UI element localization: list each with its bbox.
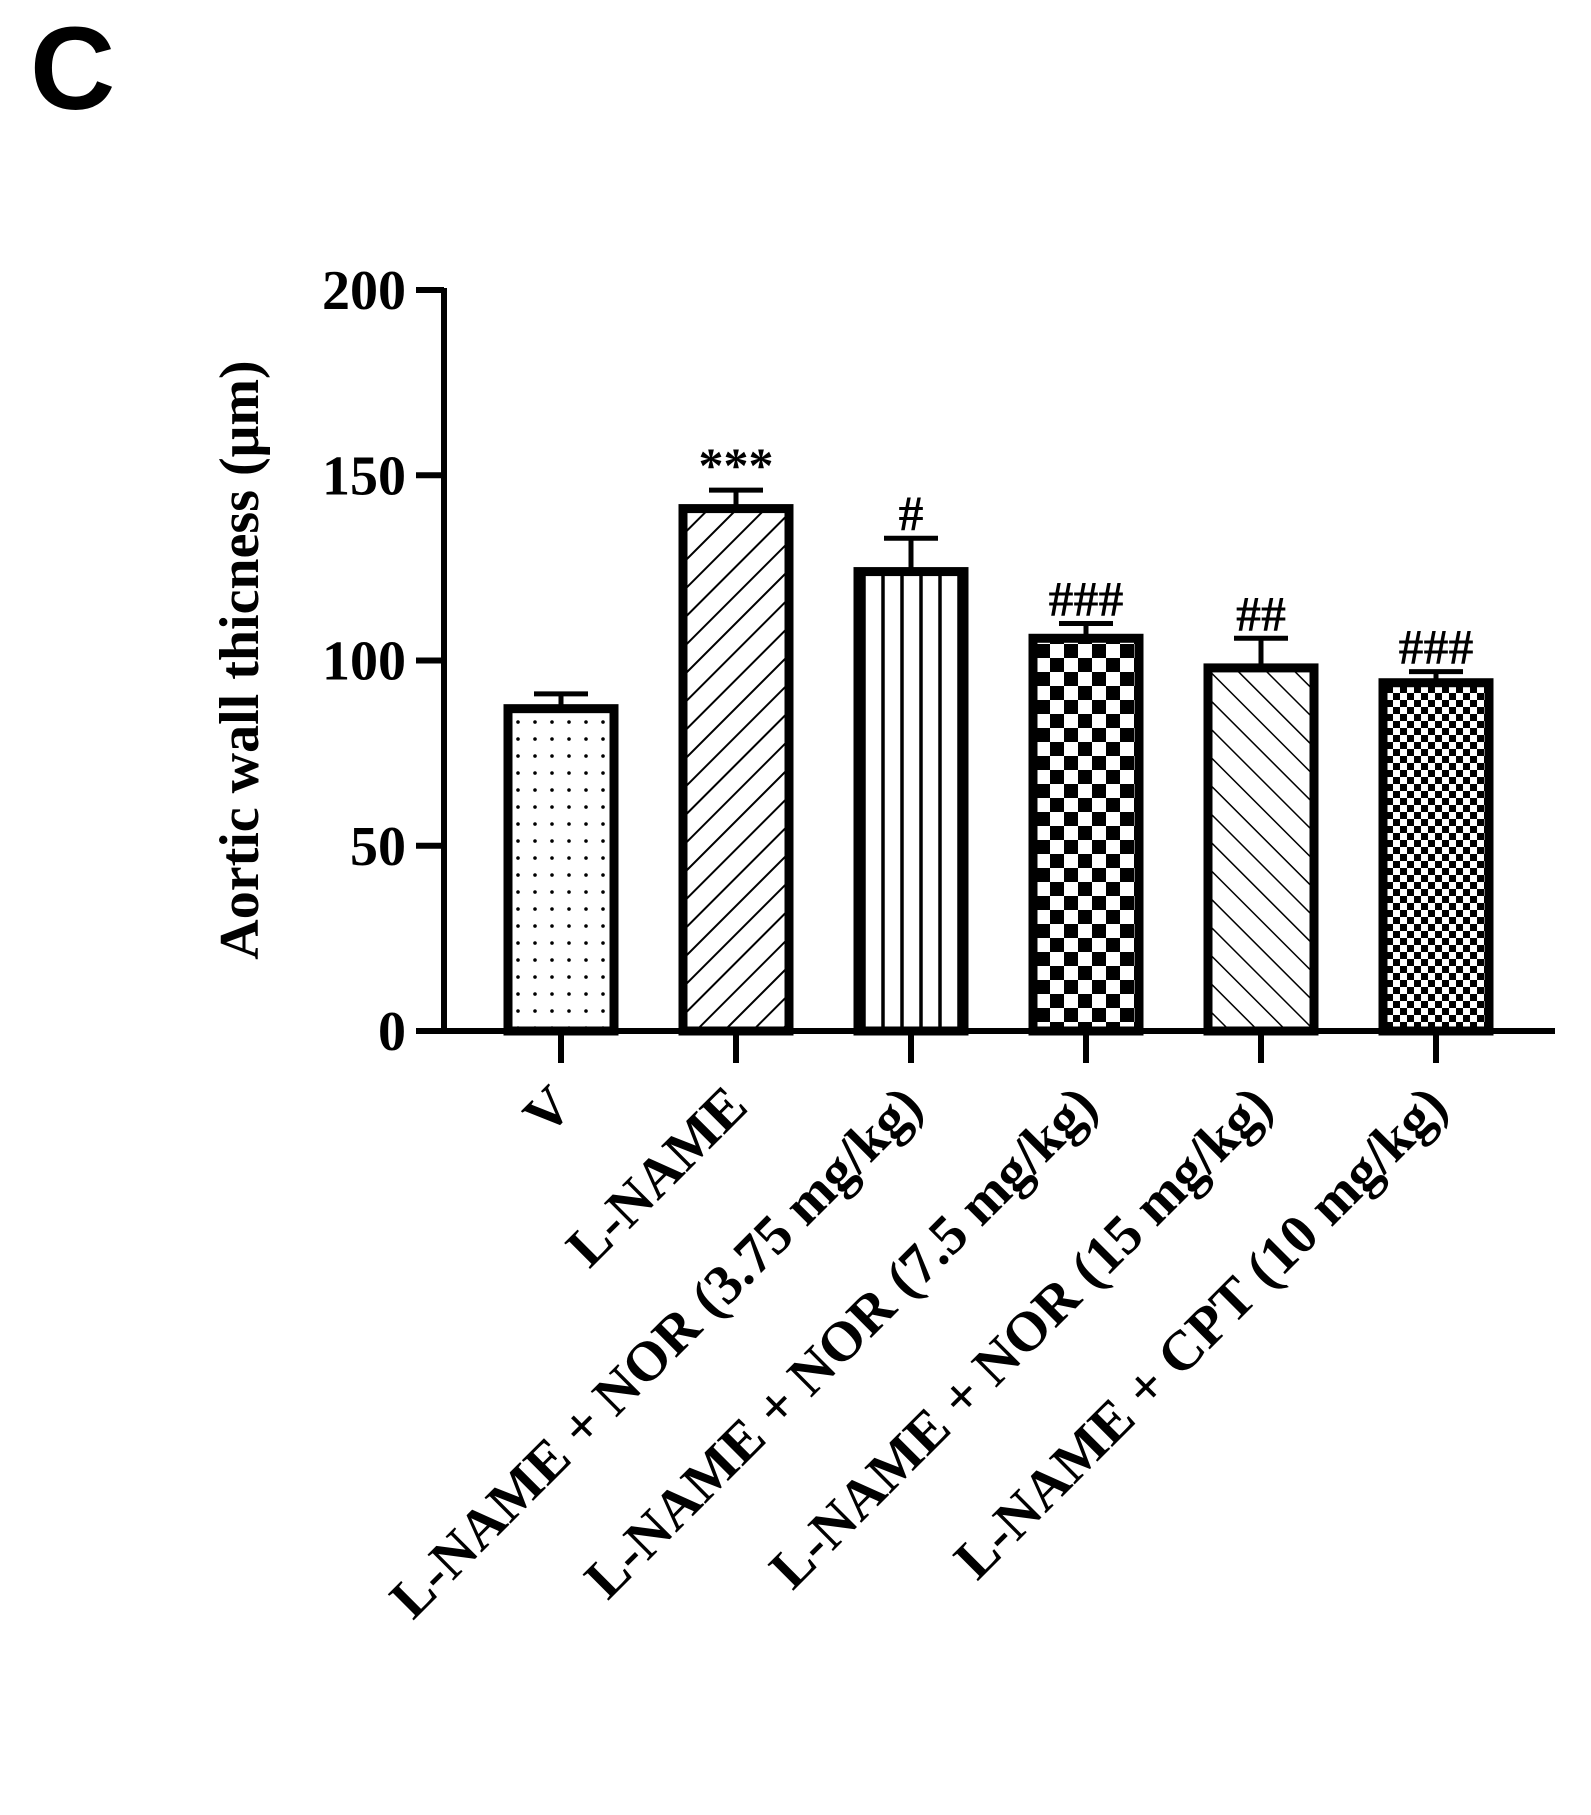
bar-fill	[1033, 638, 1139, 1031]
bar-fill	[683, 508, 789, 1032]
bar	[678, 504, 794, 1036]
y-tick-label: 200	[322, 260, 406, 322]
bar-fill	[1383, 682, 1489, 1031]
bar	[1028, 633, 1144, 1036]
y-tick-label: 150	[322, 445, 406, 507]
significance-label: ***	[699, 437, 774, 493]
bar-fill	[1208, 667, 1314, 1031]
bar	[1203, 663, 1319, 1036]
panel-label: C	[30, 3, 116, 135]
x-category-label: V	[512, 1074, 584, 1146]
bar	[503, 704, 619, 1036]
bar-fill	[858, 571, 964, 1031]
significance-label: #	[899, 485, 924, 541]
bar	[853, 567, 969, 1036]
bars: ***#### #####	[503, 437, 1494, 1036]
bar-fill	[508, 708, 614, 1031]
bar	[1378, 678, 1494, 1036]
significance-label: ###	[1049, 570, 1124, 626]
significance-label: ###	[1399, 619, 1474, 675]
y-tick-label: 100	[322, 631, 406, 693]
y-axis-title: Aortic wall thicness (μm)	[209, 360, 271, 959]
y-tick-label: 0	[378, 1001, 406, 1063]
axes: 0 50 100 150 200	[322, 260, 1555, 1063]
significance-label: ##	[1236, 585, 1286, 641]
y-tick-label: 50	[350, 816, 406, 878]
